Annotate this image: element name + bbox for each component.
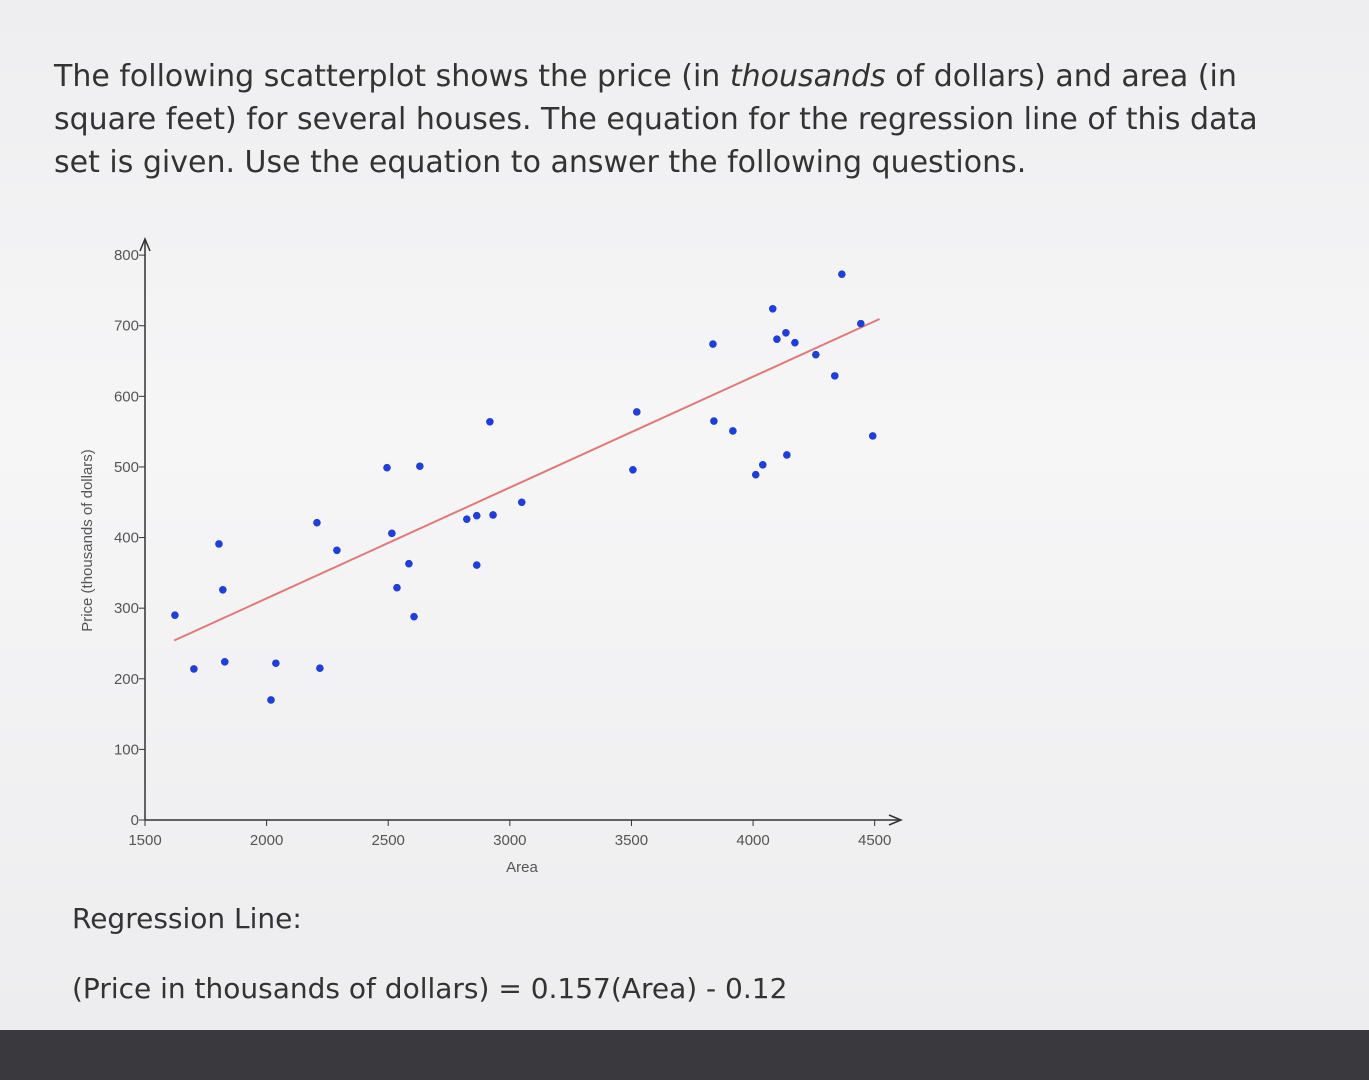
scatter-point (838, 270, 846, 278)
y-tick-label: 500 (114, 459, 139, 476)
y-tick-label: 700 (114, 318, 139, 335)
scatter-point (416, 462, 424, 471)
question: The following scatterplot shows the pric… (54, 55, 1294, 184)
y-tick-label: 200 (114, 671, 139, 688)
scatter-point (489, 511, 497, 519)
scatter-point (710, 417, 718, 425)
scatter-point (171, 611, 179, 620)
scatter-point (709, 340, 717, 348)
scatter-point (333, 546, 341, 555)
x-tick-label: 2500 (372, 832, 405, 849)
x-tick-label: 1500 (128, 832, 161, 849)
scatter-point (782, 328, 790, 337)
x-tick-label: 3500 (615, 832, 648, 849)
scatter-point (462, 515, 471, 524)
question-text: of dollars) and area (in square feet) fo… (54, 59, 1258, 180)
screen-bezel (0, 1030, 1369, 1080)
x-tick-label: 3000 (493, 832, 526, 849)
y-tick-label: 400 (114, 530, 139, 547)
scatter-point (773, 335, 781, 343)
y-tick-label: 800 (114, 247, 139, 264)
scatter-point (830, 372, 839, 380)
regression-line (173, 318, 880, 642)
scatter-point (272, 659, 280, 668)
x-tick-label: 2000 (250, 832, 283, 849)
scatter-point (219, 586, 227, 594)
scatter-point (768, 304, 777, 313)
scatter-point (383, 463, 391, 472)
scatter-point (405, 559, 413, 568)
scatter-point (472, 561, 481, 569)
x-tick-label: 4000 (736, 832, 769, 849)
scatter-point (729, 427, 737, 435)
scatter-point (267, 696, 275, 704)
scatter-point (472, 511, 481, 520)
axis-arrow (139, 237, 151, 252)
question-text: The following scatterplot shows the pric… (54, 59, 730, 94)
x-tick-label: 4500 (858, 832, 891, 849)
chart: 0 100 200 300 400 500 600 700 800 1500 2000 2500 300… (79, 237, 903, 876)
scatter-point (783, 451, 791, 459)
scatter-point (751, 470, 760, 479)
scatter-point (316, 664, 324, 672)
scatter-point (313, 518, 321, 527)
scatter-point (220, 658, 229, 666)
x-axis-label: Area (506, 859, 538, 876)
scatter-point (388, 529, 396, 538)
axis-arrow (888, 814, 903, 826)
scatter-point (215, 540, 223, 548)
scatter-point (629, 465, 637, 474)
scatter-point (486, 417, 494, 426)
question-text: thousands (729, 59, 886, 94)
regression-label: Regression Line: (72, 902, 302, 935)
y-tick-label: 100 (114, 741, 139, 758)
scatter-point (190, 665, 198, 673)
y-tick-label: 600 (114, 388, 139, 405)
scatter-point (517, 498, 526, 507)
scatter-point (868, 432, 877, 440)
scatter-point (857, 319, 865, 328)
y-tick-label: 300 (114, 600, 139, 617)
scatter-point (758, 461, 767, 469)
scatter-point (410, 612, 418, 621)
scatter-point (791, 338, 799, 347)
y-tick-label: 0 (131, 812, 139, 829)
scatter-point (633, 408, 641, 416)
scatter-point (393, 583, 401, 592)
y-axis-label: Price (thousands of dollars) (79, 449, 96, 632)
regression-equation: (Price in thousands of dollars) = 0.157(… (72, 972, 788, 1005)
scatter-point (812, 350, 820, 359)
